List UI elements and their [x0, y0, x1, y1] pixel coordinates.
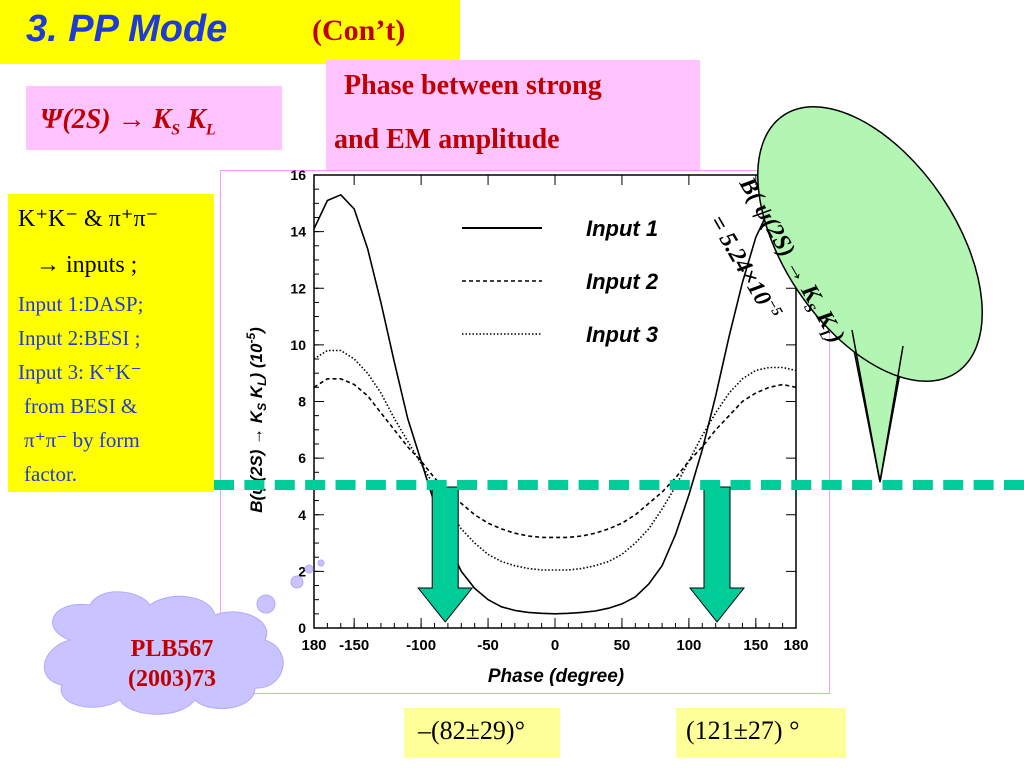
y-tick-label: 8 [298, 394, 306, 410]
y-axis-label-close: ) [247, 327, 266, 335]
x-tick-label: 180 [783, 637, 808, 654]
legend-label-2: Input 2 [586, 269, 659, 294]
y-tick-label: 12 [290, 280, 306, 296]
decay-label: Ψ(2S) → KS KL [40, 104, 216, 139]
x-axis-label: Phase (degree) [488, 666, 624, 687]
y-tick-label: 14 [290, 224, 306, 240]
x-tick-label: -100 [406, 637, 436, 654]
y-axis-label-ks: S [255, 403, 269, 411]
phase-arrow-1 [417, 486, 474, 623]
decay-kl-sub: L [205, 121, 216, 139]
y-axis-label-kl: L [255, 379, 269, 386]
series-line-1 [313, 194, 797, 615]
decay-ks-sub: S [171, 121, 181, 139]
result-left: –(82±29)° [418, 716, 525, 745]
reference-line2: (2003)73 [128, 666, 216, 692]
input-line: factor. [24, 462, 78, 486]
decay-box [26, 86, 282, 150]
x-tick-label: 180 [301, 637, 326, 654]
branching-ratio-dashed-line [214, 480, 1024, 490]
y-tick-label: 0 [298, 620, 306, 636]
y-axis-label: B(ψ(2S) → KS KL) (10-5) [244, 327, 269, 513]
inputs-header-line2: → inputs ; [36, 252, 138, 278]
input-line: Input 1:DASP; [18, 292, 144, 316]
y-axis-label-end: ) (10 [247, 343, 266, 381]
result-right-box [676, 708, 846, 758]
x-tick-label: 50 [614, 637, 631, 654]
phase-arrow-2 [688, 486, 746, 623]
chart-legend: Input 1 Input 2 Input 3 [462, 216, 659, 347]
legend-label-3: Input 3 [586, 322, 658, 347]
title-box [0, 0, 460, 64]
chart-axes [313, 174, 797, 629]
decay-label-main: Ψ(2S) → K [40, 104, 172, 135]
x-tick-label: 150 [743, 637, 768, 654]
x-tick-label: 100 [676, 637, 701, 654]
phase-box [326, 60, 700, 170]
y-tick-label: 4 [298, 507, 306, 523]
y-tick-label: 6 [298, 450, 306, 466]
chart-curves [313, 194, 797, 623]
input-line: π⁺π⁻ by form [24, 428, 140, 452]
x-tick-label: -150 [339, 637, 369, 654]
slide-title-continued: (Con’t) [312, 14, 406, 47]
x-tick-label: -50 [477, 637, 499, 654]
speech-bubble-body [757, 106, 983, 382]
reference-line1: PLB567 [130, 636, 214, 662]
y-tick-label: 2 [298, 563, 306, 579]
input-line: from BESI & [24, 394, 138, 418]
slide-title: 3. PP Mode [26, 8, 228, 50]
legend-label-1: Input 1 [586, 216, 658, 241]
phase-label-line1: Phase between strong [344, 70, 602, 101]
result-left-box [404, 708, 560, 758]
x-tick-label: 0 [551, 637, 559, 654]
inputs-header-line1: K⁺K⁻ & π⁺π⁻ [18, 206, 159, 232]
result-right: (121±27) ° [686, 716, 800, 745]
inputs-box [8, 194, 214, 492]
plot-frame [220, 170, 830, 694]
input-line: Input 2:BESI ; [18, 326, 141, 350]
chart-tick-labels: 0 2 4 6 8 10 12 14 16 180 -150 -100 -50 0 50 100 150 180 [290, 167, 808, 654]
phase-label-line2: and EM amplitude [334, 124, 560, 155]
input-line: Input 3: K⁺K⁻ [18, 360, 142, 384]
y-tick-label: 10 [290, 337, 306, 353]
y-axis-label-exp: -5 [244, 333, 258, 344]
reference-text: PLB567 (2003)73 [82, 634, 262, 694]
y-tick-label: 16 [290, 167, 306, 183]
